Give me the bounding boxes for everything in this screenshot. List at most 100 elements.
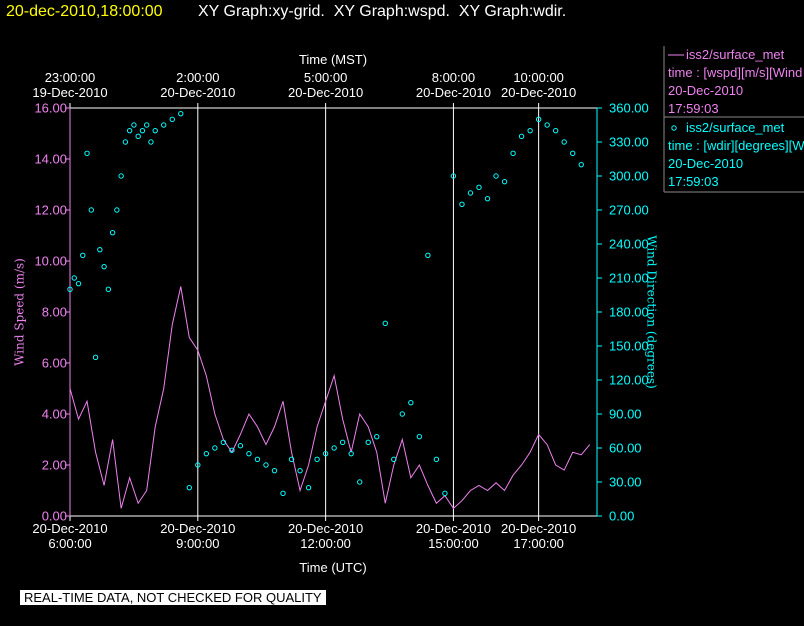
- legend-detail: time : [wdir][degrees][W: [668, 138, 804, 153]
- direction-point: [399, 411, 406, 417]
- direction-point: [501, 178, 508, 185]
- direction-point: [322, 450, 329, 457]
- y-tick-label: 8.00: [41, 304, 67, 320]
- y2-tick-label: 330.00: [609, 134, 649, 150]
- y-tick-label: 12.00: [34, 202, 67, 218]
- y2-tick-label: 90.00: [609, 406, 642, 422]
- direction-point: [544, 122, 550, 128]
- y2-tick-label: 300.00: [609, 168, 649, 184]
- direction-point: [246, 450, 252, 457]
- x2-tick-label: 2:00:00 20-Dec-2010: [160, 70, 236, 100]
- y-tick-label: 6.00: [41, 355, 67, 371]
- direction-point: [450, 173, 457, 179]
- direction-point: [237, 443, 244, 449]
- direction-point: [169, 116, 175, 123]
- direction-point: [357, 479, 363, 485]
- direction-point: [254, 456, 261, 463]
- direction-point: [425, 252, 431, 259]
- direction-point: [88, 207, 95, 213]
- direction-point: [229, 447, 235, 453]
- direction-point: [578, 161, 584, 168]
- y-tick-label: 0.00: [41, 508, 67, 524]
- x-tick-label: 20-Dec-2010 6:00:00: [32, 521, 108, 551]
- direction-point: [148, 139, 154, 145]
- direction-point: [101, 263, 107, 270]
- direction-point: [114, 207, 120, 213]
- direction-point: [143, 122, 150, 128]
- direction-point: [339, 439, 346, 446]
- x2-tick-label: 10:00:00 20-Dec-2010: [501, 70, 577, 100]
- legend-detail: 20-Dec-2010: [668, 83, 744, 98]
- direction-point: [203, 450, 210, 457]
- x-tick-label: 20-Dec-2010 12:00:00: [288, 521, 364, 551]
- direction-point: [71, 275, 77, 281]
- direction-point: [493, 173, 499, 179]
- y2-tick-label: 30.00: [609, 474, 642, 490]
- x2-tick-label: 23:00:00 19-Dec-2010: [32, 70, 108, 100]
- direction-point: [365, 439, 371, 446]
- legend-detail: 17:59:03: [668, 101, 719, 116]
- direction-point: [570, 150, 576, 157]
- y2-tick-label: 180.00: [609, 304, 649, 320]
- direction-point: [263, 462, 269, 468]
- x-tick-label: 20-Dec-2010 9:00:00: [160, 521, 236, 551]
- y-tick-label: 14.00: [34, 151, 67, 167]
- direction-point: [109, 229, 116, 236]
- y2-tick-label: 270.00: [609, 202, 649, 218]
- direction-point: [105, 286, 112, 293]
- direction-point: [314, 456, 320, 463]
- legend-label: iss2/surface_met: [686, 120, 785, 135]
- direction-point: [416, 433, 423, 440]
- y-tick-label: 2.00: [41, 457, 67, 473]
- x2-axis-title: Time (MST): [298, 52, 368, 67]
- y-axis-title: Wind Speed (m/s): [12, 258, 27, 366]
- direction-point: [527, 127, 533, 134]
- y-tick-label: 16.00: [34, 100, 67, 116]
- direction-point: [97, 246, 103, 253]
- direction-point: [288, 456, 295, 463]
- direction-point: [212, 445, 218, 451]
- direction-point: [80, 252, 86, 259]
- notice: REAL-TIME DATA, NOT CHECKED FOR QUALITY: [20, 590, 326, 605]
- direction-point: [484, 195, 491, 202]
- y2-tick-label: 210.00: [609, 270, 649, 286]
- direction-point: [75, 280, 82, 287]
- direction-point: [271, 467, 278, 474]
- direction-point: [510, 150, 516, 157]
- y-tick-label: 10.00: [34, 253, 67, 269]
- direction-point: [280, 490, 286, 497]
- direction-point: [67, 286, 73, 293]
- direction-point: [552, 127, 559, 134]
- direction-point: [178, 110, 184, 117]
- direction-point: [126, 127, 133, 134]
- direction-point: [139, 127, 146, 134]
- direction-point: [476, 184, 482, 191]
- legend-detail: 20-Dec-2010: [668, 156, 744, 171]
- y2-tick-label: 360.00: [609, 100, 649, 116]
- direction-point: [459, 201, 465, 208]
- direction-point: [195, 462, 201, 468]
- direction-point: [408, 399, 414, 406]
- direction-point: [135, 133, 141, 140]
- direction-point: [467, 190, 474, 196]
- direction-point: [518, 133, 525, 140]
- y-tick-label: 4.00: [41, 406, 67, 422]
- title: XY Graph:xy-grid. XY Graph:wspd. XY Grap…: [198, 3, 567, 20]
- direction-point: [118, 173, 124, 179]
- direction-point: [131, 122, 137, 128]
- title-time: 20-dec-2010,18:00:00: [6, 3, 163, 20]
- y2-tick-label: 0.00: [609, 508, 635, 524]
- speed-line: [69, 286, 591, 510]
- x2-tick-label: 8:00:00 20-Dec-2010: [415, 70, 491, 100]
- y2-tick-label: 240.00: [609, 236, 649, 252]
- direction-point: [297, 467, 303, 474]
- direction-point: [433, 456, 440, 463]
- direction-point: [186, 484, 192, 491]
- direction-point: [561, 139, 567, 145]
- direction-point: [374, 433, 380, 440]
- direction-point: [391, 456, 397, 463]
- legend-detail: time : [wspd][m/s][Wind: [668, 65, 803, 80]
- direction-point: [92, 354, 99, 361]
